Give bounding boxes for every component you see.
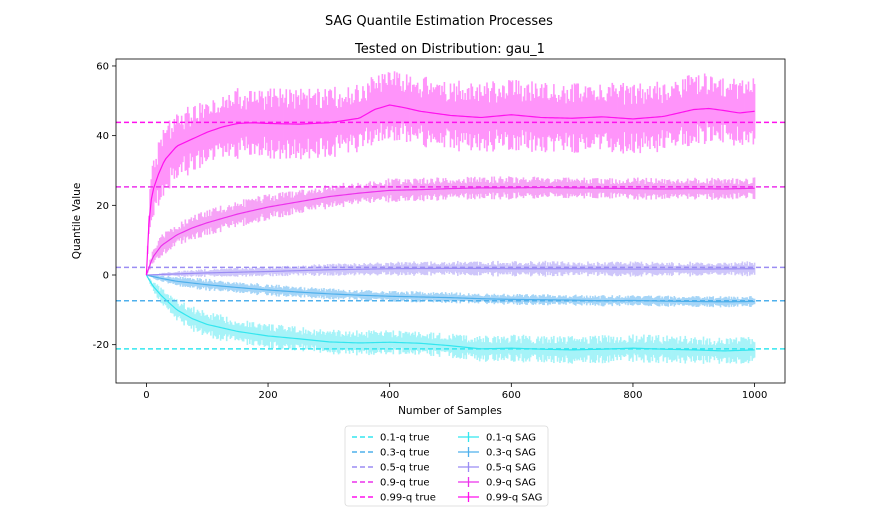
0-5-q-sag-line bbox=[146, 267, 755, 276]
0-99-q-sag-line bbox=[145, 104, 755, 276]
0-1-q-sag-line bbox=[145, 274, 755, 352]
x-axis-label: Number of Samples bbox=[398, 405, 502, 417]
legend-label-0-3-q-true: 0.3-q true bbox=[380, 448, 430, 459]
x-tick-label: 200 bbox=[258, 390, 277, 401]
y-tick-label: 60 bbox=[96, 61, 109, 72]
plot-area bbox=[116, 71, 785, 364]
legend-label-0-1-q-sag: 0.1-q SAG bbox=[486, 433, 536, 444]
x-tick-label: 600 bbox=[502, 390, 521, 401]
0-3-q-sag-error-band bbox=[146, 274, 756, 308]
legend-swatch-0-1-q-sag bbox=[458, 432, 479, 442]
x-tick-label: 800 bbox=[623, 390, 642, 401]
legend-swatch-0-9-q-sag bbox=[458, 477, 479, 487]
y-tick-label: 40 bbox=[96, 131, 109, 142]
x-tick-label: 0 bbox=[143, 390, 149, 401]
legend-label-0-9-q-sag: 0.9-q SAG bbox=[486, 478, 536, 489]
0-3-q-sag-line bbox=[146, 274, 755, 303]
legend-label-0-5-q-true: 0.5-q true bbox=[380, 463, 430, 474]
y-axis-label: Quantile Value bbox=[71, 183, 83, 260]
legend-label-0-5-q-sag: 0.5-q SAG bbox=[486, 463, 536, 474]
legend-swatch-0-5-q-sag bbox=[458, 462, 479, 472]
legend-label-0-99-q-sag: 0.99-q SAG bbox=[486, 493, 542, 504]
y-tick-label: -20 bbox=[93, 340, 109, 351]
legend-label-0-3-q-sag: 0.3-q SAG bbox=[486, 448, 536, 459]
legend: 0.1-q true 0.3-q true 0.5-q true 0.9-q true… bbox=[344, 425, 549, 507]
legend-label-0-99-q-true: 0.99-q true bbox=[380, 493, 436, 504]
legend-label-0-9-q-true: 0.9-q true bbox=[380, 478, 430, 489]
0-9-q-sag-line bbox=[145, 186, 755, 276]
legend-swatch-0-99-q-sag bbox=[458, 492, 479, 502]
0-99-q-sag-error-band bbox=[146, 71, 756, 254]
0-9-q-sag-error-band bbox=[146, 176, 756, 273]
x-axis-ticks: 0 200 400 600 800 1000 bbox=[143, 383, 767, 401]
chart-suptitle: SAG Quantile Estimation Processes bbox=[325, 14, 553, 29]
legend-frame bbox=[344, 425, 549, 507]
y-axis-ticks: -20 0 20 40 60 bbox=[93, 61, 116, 351]
x-tick-label: 400 bbox=[380, 390, 399, 401]
axes-frame bbox=[115, 58, 786, 384]
y-tick-label: 0 bbox=[103, 271, 109, 282]
x-tick-label: 1000 bbox=[742, 390, 767, 401]
legend-swatch-0-3-q-sag bbox=[458, 447, 479, 457]
y-tick-label: 20 bbox=[96, 201, 109, 212]
chart-title: Tested on Distribution: gau_1 bbox=[354, 42, 545, 57]
legend-label-0-1-q-true: 0.1-q true bbox=[380, 433, 430, 444]
